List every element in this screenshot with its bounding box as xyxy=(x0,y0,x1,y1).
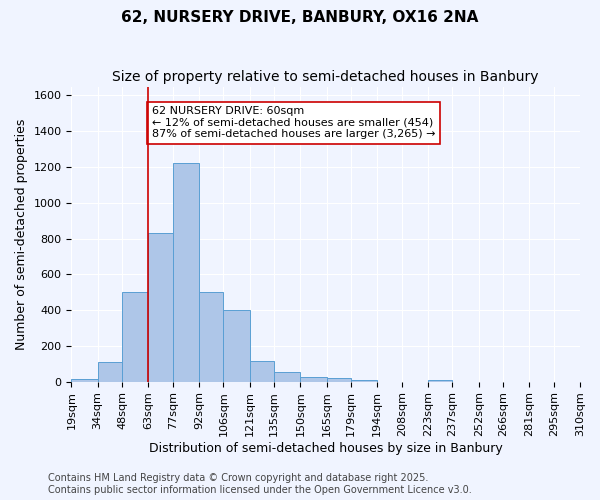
Bar xyxy=(173,164,199,382)
Text: 62 NURSERY DRIVE: 60sqm
← 12% of semi-detached houses are smaller (454)
87% of s: 62 NURSERY DRIVE: 60sqm ← 12% of semi-de… xyxy=(152,106,435,140)
Bar xyxy=(274,372,301,382)
Bar xyxy=(98,362,122,382)
Bar xyxy=(122,292,148,382)
Bar xyxy=(326,378,351,382)
X-axis label: Distribution of semi-detached houses by size in Banbury: Distribution of semi-detached houses by … xyxy=(149,442,503,455)
Bar xyxy=(428,380,452,382)
Bar xyxy=(301,378,326,382)
Bar xyxy=(250,361,274,382)
Bar xyxy=(223,310,250,382)
Bar xyxy=(71,379,98,382)
Title: Size of property relative to semi-detached houses in Banbury: Size of property relative to semi-detach… xyxy=(112,70,539,84)
Bar xyxy=(351,380,377,382)
Text: 62, NURSERY DRIVE, BANBURY, OX16 2NA: 62, NURSERY DRIVE, BANBURY, OX16 2NA xyxy=(121,10,479,25)
Y-axis label: Number of semi-detached properties: Number of semi-detached properties xyxy=(15,118,28,350)
Text: Contains HM Land Registry data © Crown copyright and database right 2025.
Contai: Contains HM Land Registry data © Crown c… xyxy=(48,474,472,495)
Bar xyxy=(199,292,223,382)
Bar xyxy=(148,233,173,382)
